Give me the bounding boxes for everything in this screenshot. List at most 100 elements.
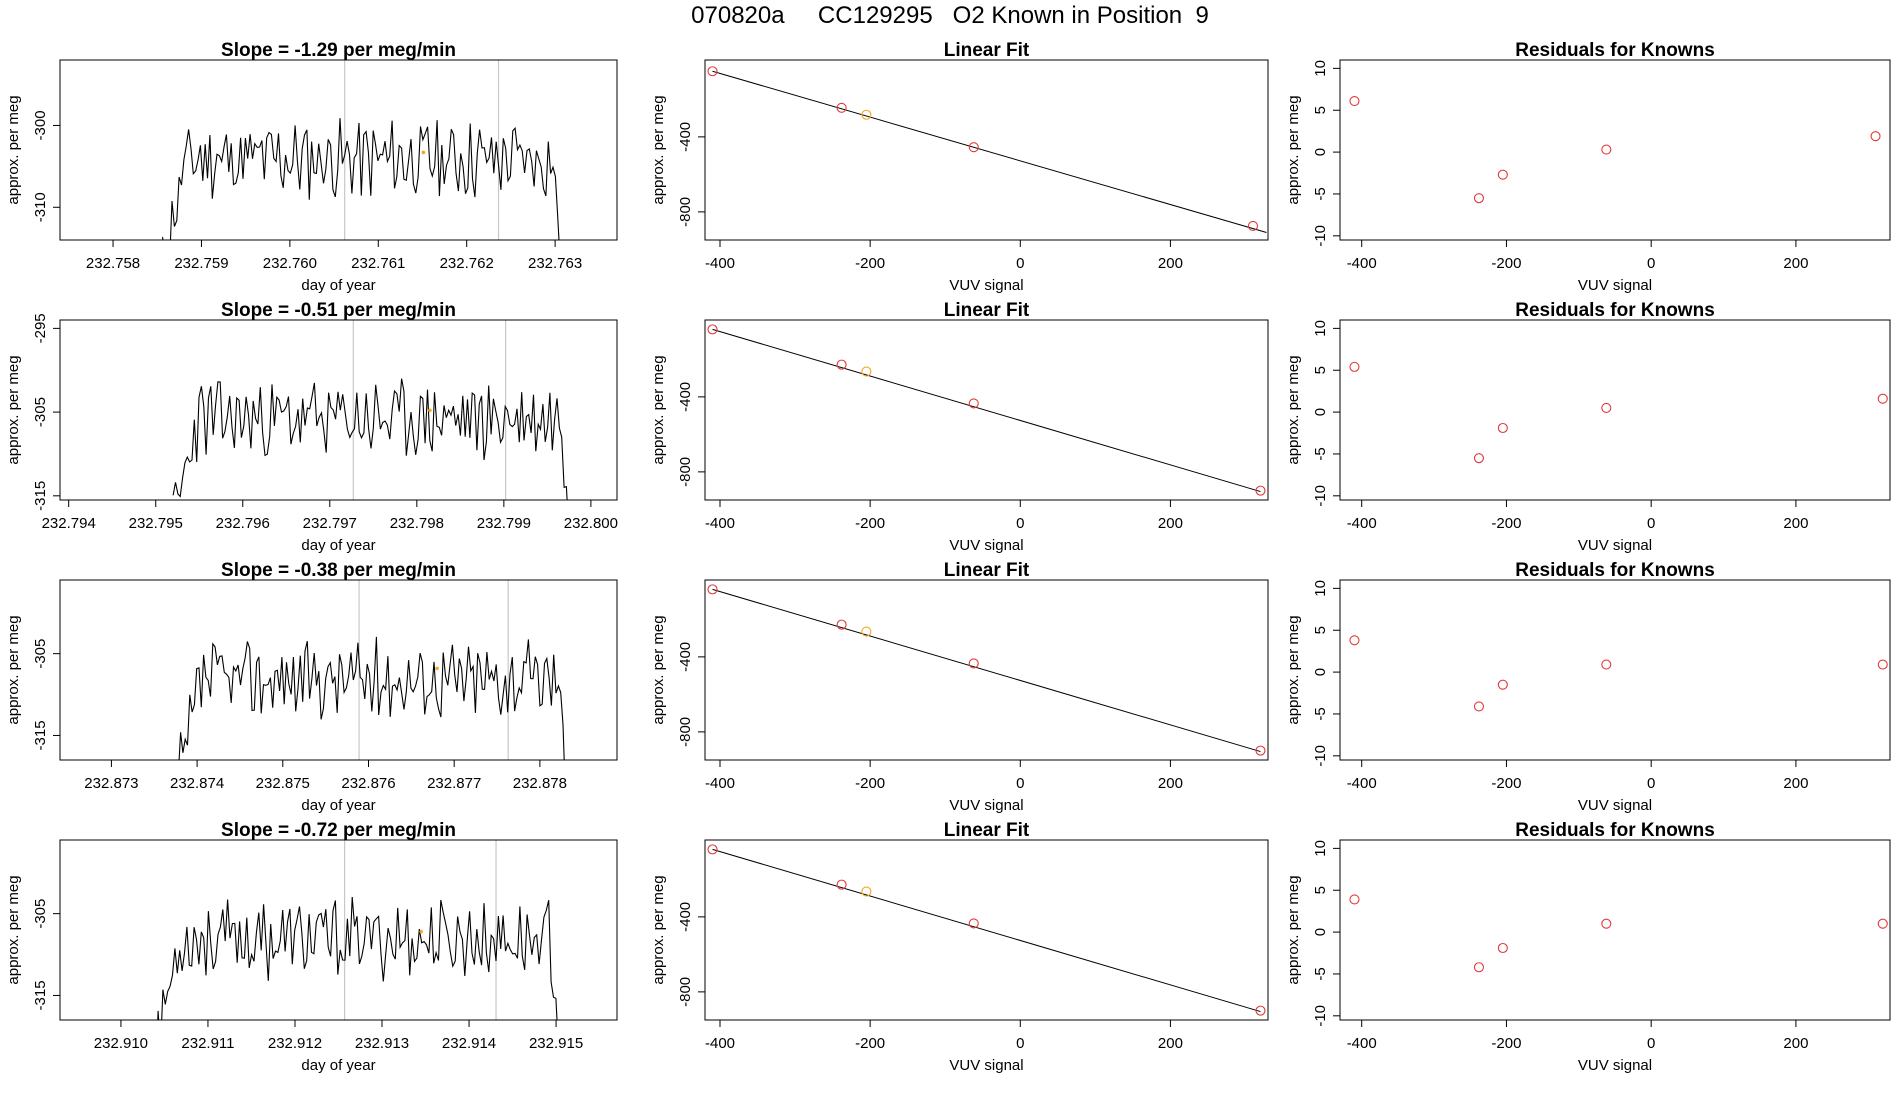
- x-tick-label: 232.796: [216, 515, 270, 532]
- data-point: [1473, 701, 1484, 712]
- plot-area: [707, 66, 1267, 233]
- x-tick-label: 232.762: [440, 255, 494, 272]
- y-tick-label: 10: [1312, 840, 1329, 857]
- x-tick-label: 232.800: [564, 515, 618, 532]
- x-tick-label: 232.798: [390, 515, 444, 532]
- y-tick-label: -315: [32, 980, 49, 1010]
- data-point: [968, 658, 979, 669]
- panel-title: Linear Fit: [944, 40, 1030, 61]
- fit-line: [712, 588, 1261, 753]
- x-axis-label: VUV signal: [1578, 1057, 1652, 1074]
- plot-frame: [59, 579, 618, 761]
- plot-area: [172, 320, 568, 500]
- x-axis-label: VUV signal: [949, 277, 1023, 294]
- y-tick-label: -5: [1312, 447, 1329, 460]
- x-tick-label: -200: [1491, 1035, 1521, 1052]
- data-point: [1601, 659, 1612, 670]
- y-tick-label: -400: [677, 122, 694, 152]
- plot-frame: [59, 319, 618, 501]
- data-point: [861, 366, 872, 377]
- panel-4-2: Linear Fit approx. per meg VUV signal -400 -…: [650, 820, 1269, 1074]
- y-tick-label: -5: [1312, 187, 1329, 200]
- x-tick-label: 200: [1158, 515, 1183, 532]
- plot-frame: [704, 59, 1269, 241]
- x-tick-label: 232.760: [263, 255, 317, 272]
- highlight-point: [421, 150, 426, 155]
- data-point: [1877, 659, 1888, 670]
- x-tick-label: -400: [705, 255, 735, 272]
- data-point: [1601, 402, 1612, 413]
- x-tick-label: 232.877: [427, 775, 481, 792]
- panel-title: Residuals for Knowns: [1515, 820, 1715, 841]
- x-tick-label: 232.794: [42, 515, 96, 532]
- panel-1-2: Linear Fit approx. per meg VUV signal -400 -…: [650, 40, 1269, 294]
- x-tick-label: 232.795: [129, 515, 183, 532]
- x-tick-label: -200: [855, 1035, 885, 1052]
- x-tick-label: 232.797: [303, 515, 357, 532]
- data-point: [1877, 393, 1888, 404]
- highlight-point: [435, 666, 439, 671]
- plot-frame: [59, 59, 618, 241]
- y-axis-label: approx. per meg: [1285, 615, 1302, 724]
- plot-frame: [704, 319, 1269, 501]
- plot-frame: [1339, 839, 1891, 1021]
- y-axis-label: approx. per meg: [5, 355, 22, 464]
- x-tick-label: 0: [1647, 515, 1655, 532]
- data-point: [1497, 679, 1508, 690]
- y-tick-label: 0: [1312, 408, 1329, 416]
- plot-area: [157, 840, 558, 1020]
- x-tick-label: 200: [1783, 1035, 1808, 1052]
- plot-area: [1349, 635, 1888, 712]
- panel-3-3: Residuals for Knowns approx. per meg VUV s…: [1285, 560, 1891, 814]
- y-axis-label: approx. per meg: [5, 615, 22, 724]
- plot-frame: [1339, 59, 1891, 241]
- data-trace: [178, 636, 565, 760]
- y-tick-label: -310: [32, 192, 49, 222]
- y-tick-label: 10: [1312, 60, 1329, 77]
- y-tick-label: -305: [32, 397, 49, 427]
- data-point: [1247, 220, 1259, 231]
- data-point: [1349, 894, 1360, 905]
- plot-area: [1349, 95, 1881, 204]
- data-point: [1497, 169, 1508, 180]
- data-point: [1473, 453, 1484, 464]
- data-point: [1870, 131, 1881, 142]
- y-axis-label: approx. per meg: [650, 355, 667, 464]
- data-point: [1255, 745, 1266, 756]
- plot-area: [1349, 894, 1888, 973]
- plot-area: [707, 844, 1266, 1016]
- panel-title: Slope = -0.38 per meg/min: [221, 560, 456, 581]
- x-tick-label: -200: [855, 775, 885, 792]
- data-point: [707, 584, 718, 595]
- data-point: [861, 109, 872, 120]
- x-tick-label: 200: [1158, 255, 1183, 272]
- data-point: [968, 918, 979, 929]
- data-point: [1877, 918, 1888, 929]
- panel-3-1: Slope = -0.38 per meg/min approx. per meg…: [5, 560, 618, 814]
- data-point: [1601, 144, 1612, 155]
- fit-line: [712, 328, 1261, 493]
- panel-title: Residuals for Knowns: [1515, 40, 1715, 61]
- y-axis-label: approx. per meg: [1285, 875, 1302, 984]
- x-axis-label: VUV signal: [1578, 797, 1652, 814]
- y-tick-label: -315: [32, 481, 49, 511]
- fit-line: [712, 848, 1261, 1013]
- plot-area: [707, 324, 1266, 496]
- data-point: [1255, 485, 1266, 496]
- x-tick-label: -200: [855, 515, 885, 532]
- data-point: [836, 879, 847, 890]
- x-tick-label: -400: [705, 775, 735, 792]
- y-tick-label: 0: [1312, 928, 1329, 936]
- x-axis-label: day of year: [301, 797, 375, 814]
- panel-title: Linear Fit: [944, 560, 1030, 581]
- panel-title: Linear Fit: [944, 820, 1030, 841]
- x-tick-label: 232.914: [442, 1035, 496, 1052]
- y-tick-label: 10: [1312, 580, 1329, 597]
- data-point: [1349, 635, 1360, 646]
- x-tick-label: -200: [1491, 255, 1521, 272]
- panel-title: Residuals for Knowns: [1515, 560, 1715, 581]
- x-tick-label: 0: [1016, 515, 1024, 532]
- y-tick-label: -10: [1312, 485, 1329, 507]
- data-point: [1497, 422, 1508, 434]
- y-axis-label: approx. per meg: [5, 95, 22, 204]
